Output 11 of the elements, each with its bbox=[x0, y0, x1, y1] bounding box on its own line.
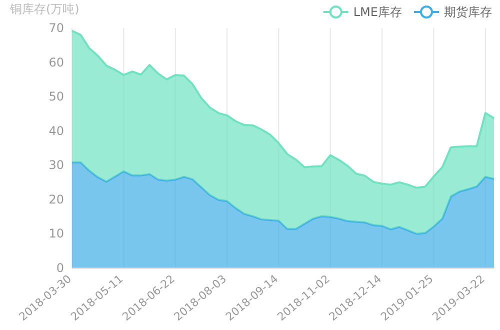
y-tick-label: 20 bbox=[48, 192, 64, 206]
y-tick-label: 60 bbox=[48, 55, 64, 70]
y-axis-title: 铜库存(万吨) bbox=[9, 2, 80, 16]
y-tick-label: 30 bbox=[48, 158, 64, 172]
legend-label: LME库存 bbox=[353, 5, 402, 19]
y-tick-label: 0 bbox=[56, 261, 64, 275]
y-tick-label: 10 bbox=[48, 226, 64, 241]
legend-label: 期货库存 bbox=[444, 5, 492, 19]
y-tick-label: 40 bbox=[48, 124, 64, 138]
y-tick-label: 50 bbox=[48, 90, 64, 104]
y-tick-label: 70 bbox=[48, 21, 64, 35]
